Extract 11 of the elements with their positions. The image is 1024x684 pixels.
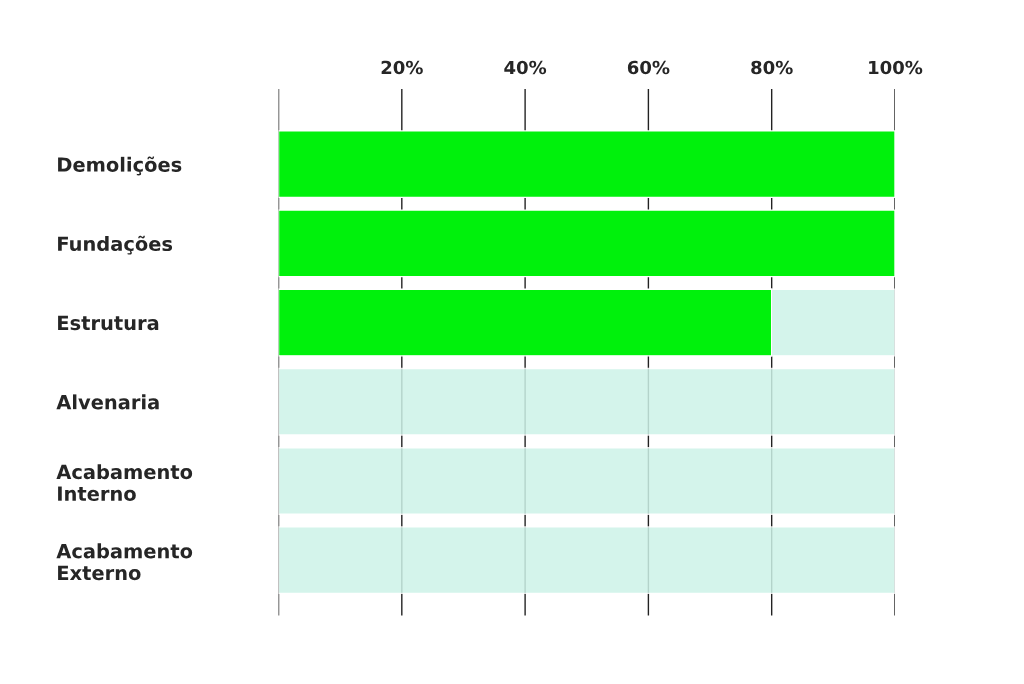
x-tick-label: 20%	[381, 60, 423, 75]
x-tick-label: 40%	[504, 60, 547, 75]
x-tick-label: 80%	[751, 60, 793, 75]
y-tick-label: Alvenaria	[56, 394, 159, 410]
x-tick-label: 60%	[627, 60, 670, 75]
y-tick-label: Fundações	[58, 235, 173, 255]
x-tick-label: 100%	[869, 60, 923, 75]
y-tick-label: Demolições	[58, 156, 182, 176]
y-tick-label: Estrutura	[58, 315, 159, 331]
y-tick-label: Acabamento Externo	[56, 543, 193, 581]
y-tick-label: Acabamento Interno	[56, 464, 193, 501]
